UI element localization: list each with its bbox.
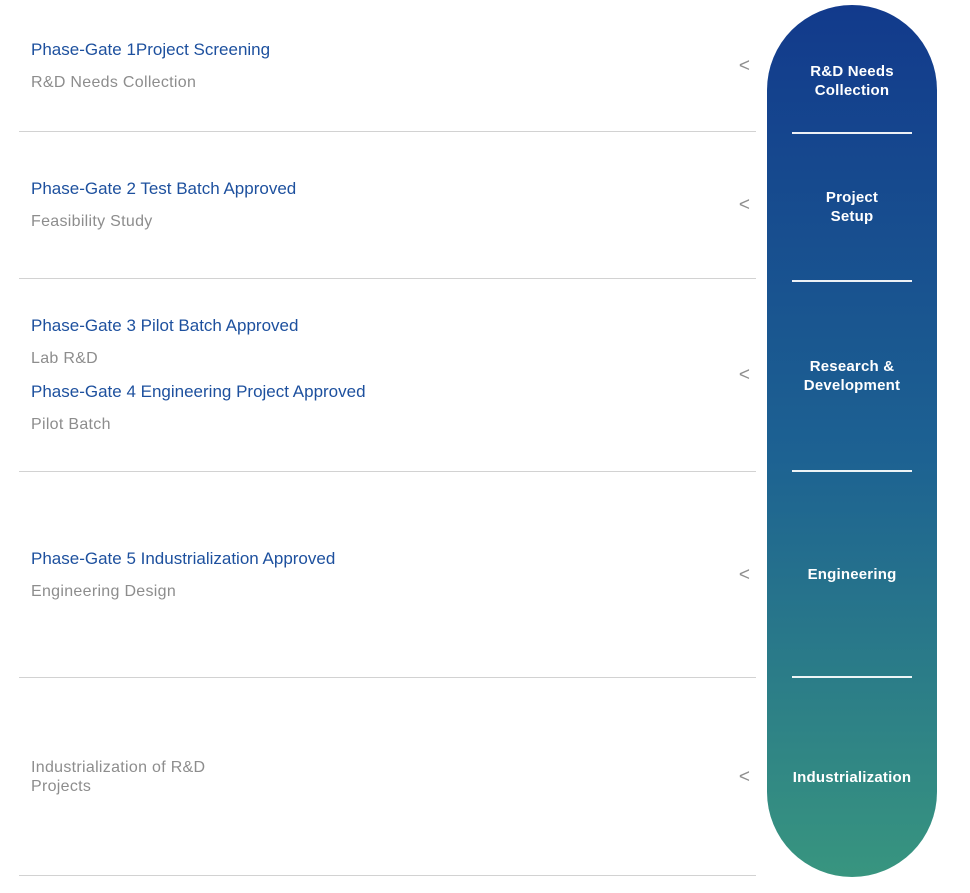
- phase-gate-5-subtitle: Engineering Design: [31, 582, 177, 600]
- industrialization-subtitle: Industrialization of R&D Projects: [31, 758, 206, 795]
- stage-divider: [792, 470, 912, 472]
- phase-gate-row-2: Phase-Gate 2 Test Batch Approved Feasibi…: [19, 132, 756, 279]
- stage-divider: [792, 676, 912, 678]
- phase-gate-1-title: Phase-Gate 1Project Screening: [31, 39, 271, 59]
- collapse-chevron-icon[interactable]: <: [738, 766, 750, 787]
- stage-capsule: R&D Needs Collection Project Setup Resea…: [767, 5, 937, 877]
- stage-industrialization: Industrialization: [792, 768, 912, 786]
- phase-gate-2-subtitle: Feasibility Study: [31, 213, 153, 230]
- phase-gate-row-1: Phase-Gate 1Project Screening R&D Needs …: [19, 0, 756, 132]
- phase-gate-5-title: Phase-Gate 5 Industrialization Approved: [31, 548, 336, 568]
- stage-rd-needs-collection: R&D Needs Collection: [810, 63, 894, 99]
- phase-gate-2-title: Phase-Gate 2 Test Batch Approved: [31, 179, 297, 198]
- stage-divider: [792, 280, 912, 282]
- collapse-chevron-icon[interactable]: <: [738, 55, 750, 76]
- collapse-chevron-icon[interactable]: <: [738, 364, 750, 386]
- phase-gate-4-subtitle: Pilot Batch: [31, 416, 111, 433]
- stage-research-development: Research & Development: [803, 358, 901, 394]
- phase-gate-4-title: Phase-Gate 4 Engineering Project Approve…: [31, 382, 366, 401]
- phase-gate-row-3: Phase-Gate 3 Pilot Batch Approved Lab R&…: [19, 279, 756, 472]
- collapse-chevron-icon[interactable]: <: [738, 564, 750, 585]
- phase-gate-1-subtitle: R&D Needs Collection: [31, 73, 197, 91]
- stage-engineering: Engineering: [807, 565, 897, 583]
- collapse-chevron-icon[interactable]: <: [738, 194, 750, 216]
- phase-gate-list: Phase-Gate 1Project Screening R&D Needs …: [19, 0, 756, 876]
- stage-project-setup: Project Setup: [825, 189, 879, 225]
- stage-divider: [792, 132, 912, 134]
- phase-gate-row-4: Phase-Gate 5 Industrialization Approved …: [19, 472, 756, 678]
- phase-gate-3-title: Phase-Gate 3 Pilot Batch Approved: [31, 316, 299, 335]
- industrialization-row: Industrialization of R&D Projects <: [19, 678, 756, 876]
- phase-gate-3-subtitle: Lab R&D: [31, 350, 99, 367]
